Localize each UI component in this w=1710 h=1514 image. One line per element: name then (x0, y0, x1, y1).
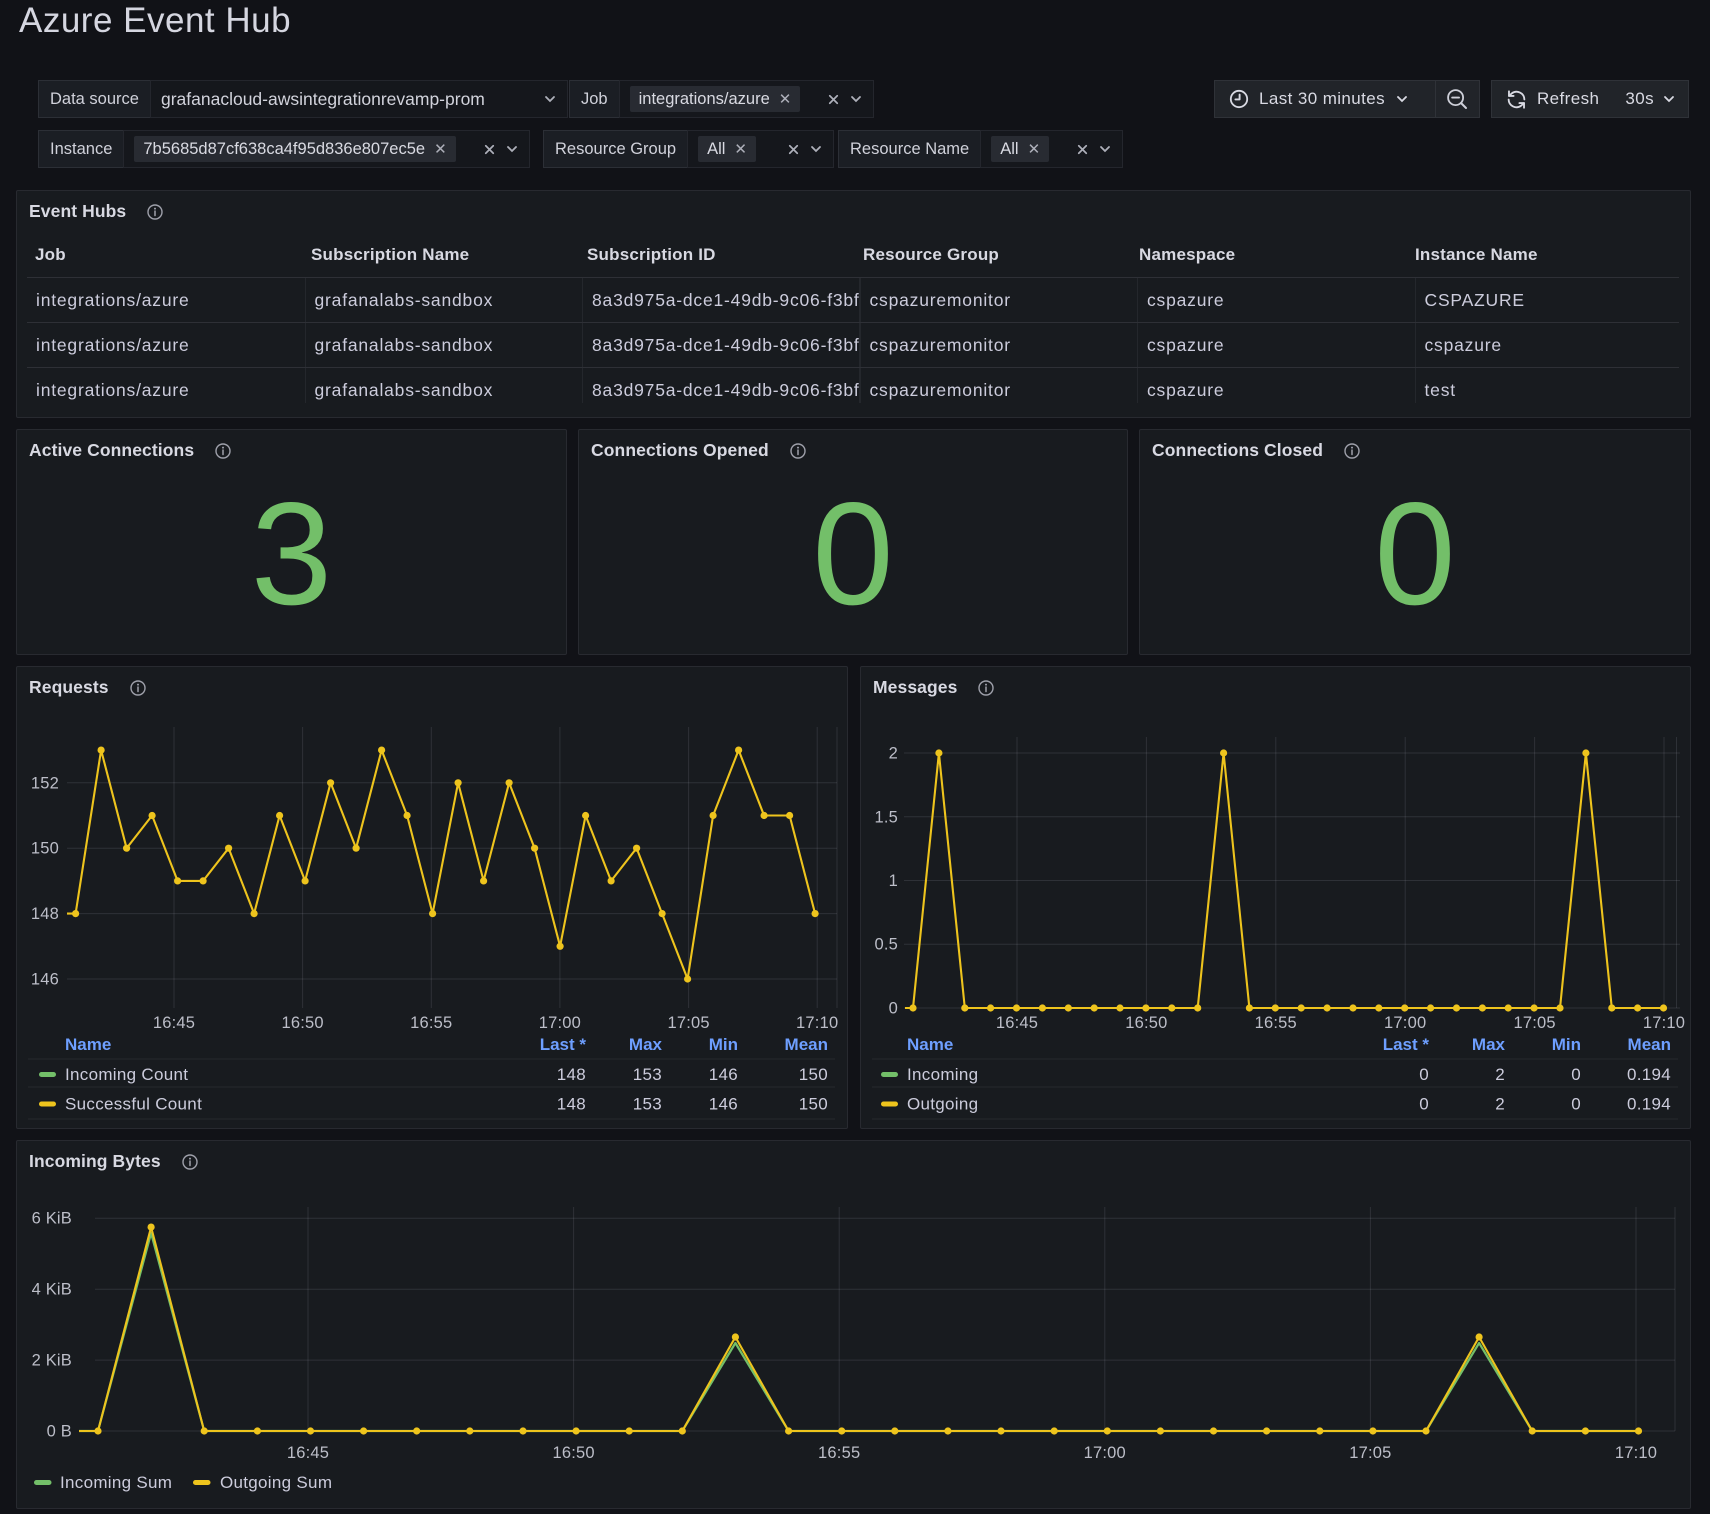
svg-text:2: 2 (1495, 1065, 1505, 1084)
svg-text:16:50: 16:50 (1125, 1014, 1167, 1032)
svg-text:17:10: 17:10 (1615, 1444, 1657, 1462)
svg-text:150: 150 (799, 1065, 828, 1084)
svg-text:17:05: 17:05 (1513, 1014, 1555, 1032)
svg-text:Outgoing: Outgoing (907, 1095, 978, 1114)
svg-text:2: 2 (1495, 1095, 1505, 1114)
svg-text:148: 148 (557, 1095, 586, 1114)
svg-text:16:55: 16:55 (410, 1014, 452, 1032)
svg-text:150: 150 (799, 1095, 828, 1114)
svg-text:Max: Max (1472, 1035, 1506, 1054)
svg-text:Incoming Sum: Incoming Sum (60, 1473, 172, 1492)
svg-text:17:05: 17:05 (1349, 1444, 1391, 1462)
svg-text:17:10: 17:10 (796, 1014, 838, 1032)
svg-text:0.194: 0.194 (1627, 1095, 1671, 1114)
svg-text:Max: Max (629, 1035, 663, 1054)
svg-text:146: 146 (709, 1065, 738, 1084)
svg-text:17:00: 17:00 (539, 1014, 581, 1032)
svg-text:0.5: 0.5 (874, 936, 898, 954)
svg-text:16:50: 16:50 (281, 1014, 323, 1032)
svg-text:16:45: 16:45 (287, 1444, 329, 1462)
svg-text:Last *: Last * (1383, 1035, 1430, 1054)
svg-text:Min: Min (1552, 1035, 1581, 1054)
svg-text:Last *: Last * (540, 1035, 587, 1054)
svg-text:0: 0 (1571, 1065, 1581, 1084)
svg-text:0: 0 (1571, 1095, 1581, 1114)
svg-text:Incoming Count: Incoming Count (65, 1065, 188, 1084)
svg-text:0: 0 (1419, 1095, 1429, 1114)
svg-text:16:55: 16:55 (1255, 1014, 1297, 1032)
svg-text:Min: Min (709, 1035, 738, 1054)
svg-text:16:45: 16:45 (996, 1014, 1038, 1032)
svg-text:146: 146 (709, 1095, 738, 1114)
svg-text:0: 0 (1419, 1065, 1429, 1084)
svg-text:0.194: 0.194 (1627, 1065, 1671, 1084)
svg-text:153: 153 (633, 1065, 662, 1084)
svg-text:Incoming: Incoming (907, 1065, 978, 1084)
svg-text:16:50: 16:50 (552, 1444, 594, 1462)
svg-text:148: 148 (31, 905, 59, 923)
svg-text:17:05: 17:05 (667, 1014, 709, 1032)
svg-text:0: 0 (889, 1000, 898, 1018)
svg-text:0 B: 0 B (47, 1423, 72, 1441)
svg-text:16:45: 16:45 (153, 1014, 195, 1032)
svg-text:148: 148 (557, 1065, 586, 1084)
svg-text:Name: Name (65, 1035, 111, 1054)
svg-text:Mean: Mean (785, 1035, 828, 1054)
svg-text:153: 153 (633, 1095, 662, 1114)
svg-text:Name: Name (907, 1035, 953, 1054)
svg-text:6 KiB: 6 KiB (32, 1210, 72, 1228)
svg-text:2: 2 (889, 745, 898, 763)
svg-text:1.5: 1.5 (874, 808, 898, 826)
svg-text:146: 146 (31, 971, 59, 989)
svg-text:Successful Count: Successful Count (65, 1095, 202, 1114)
svg-text:16:55: 16:55 (818, 1444, 860, 1462)
svg-text:152: 152 (31, 774, 59, 792)
svg-text:17:00: 17:00 (1384, 1014, 1426, 1032)
svg-text:4 KiB: 4 KiB (32, 1281, 72, 1299)
svg-text:1: 1 (889, 872, 898, 890)
svg-text:2 KiB: 2 KiB (32, 1352, 72, 1370)
svg-text:17:00: 17:00 (1084, 1444, 1126, 1462)
svg-text:Outgoing Sum: Outgoing Sum (220, 1473, 332, 1492)
svg-text:150: 150 (31, 840, 59, 858)
svg-text:17:10: 17:10 (1643, 1014, 1685, 1032)
svg-text:Mean: Mean (1628, 1035, 1671, 1054)
